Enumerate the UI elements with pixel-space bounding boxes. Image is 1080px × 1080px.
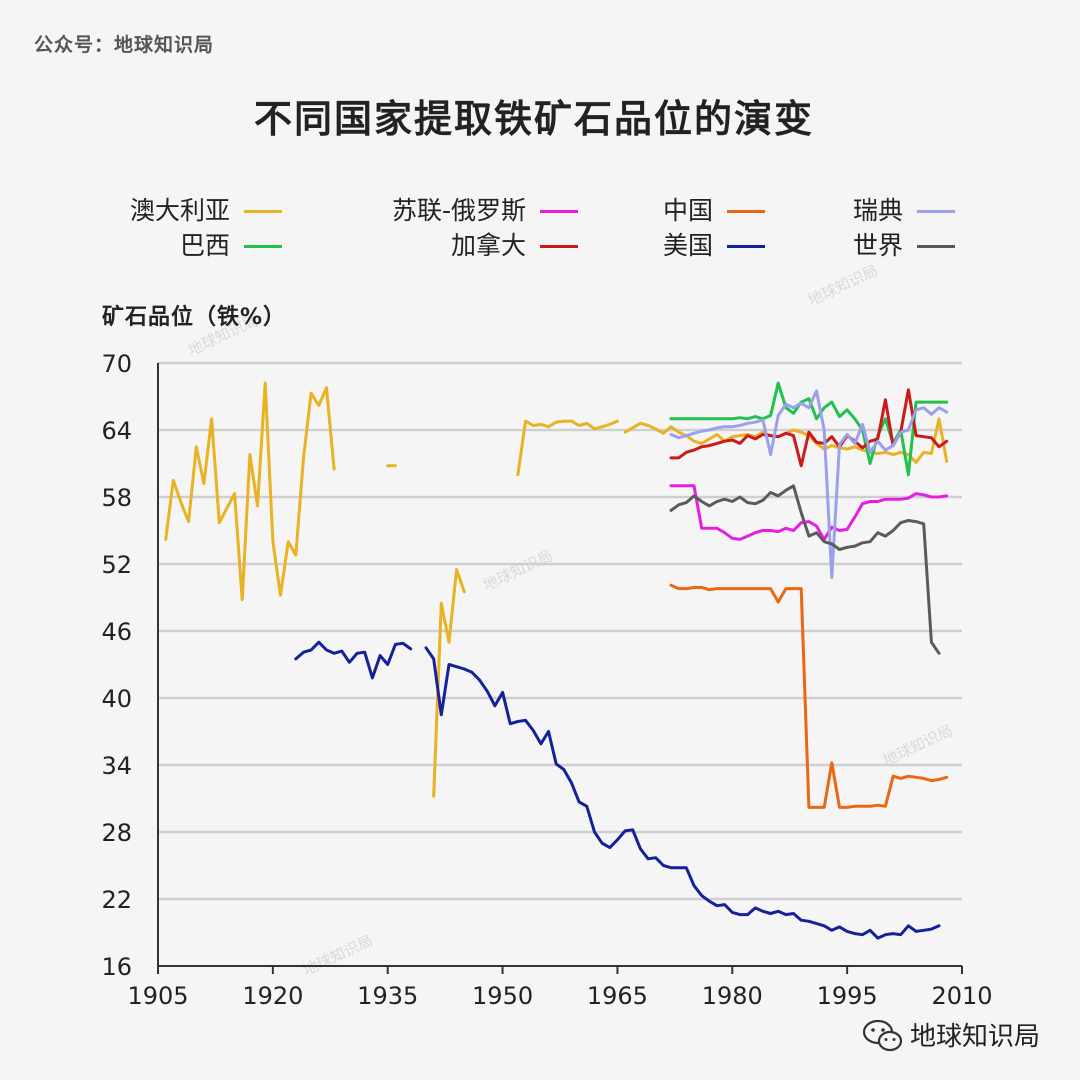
x-tick-label: 1980 xyxy=(702,982,763,1010)
source-label: 公众号：地球知识局 xyxy=(34,34,215,56)
legend-item-ussr-russia: 苏联-俄罗斯 xyxy=(330,196,578,226)
legend-label: 苏联-俄罗斯 xyxy=(391,196,526,225)
legend-swatch xyxy=(244,245,282,248)
legend-item-china: 中国 xyxy=(620,196,765,226)
x-tick-label: 1920 xyxy=(242,982,303,1010)
series-line xyxy=(623,417,949,464)
legend-label: 中国 xyxy=(662,196,713,225)
legend-item-australia: 澳大利亚 xyxy=(110,196,282,226)
legend-label: 巴西 xyxy=(179,231,230,260)
series-line xyxy=(164,381,336,602)
legend-item-sweden: 瑞典 xyxy=(810,196,955,226)
legend-label: 美国 xyxy=(662,231,713,260)
chart-title: 不同国家提取铁矿石品位的演变 xyxy=(253,97,814,141)
watermark-text: 地球知识局 xyxy=(805,261,881,309)
series-line xyxy=(432,568,466,798)
legend-swatch xyxy=(244,210,282,213)
y-axis-label: 矿石品位（铁%） xyxy=(102,304,286,330)
x-tick-label: 1905 xyxy=(127,982,188,1010)
series-2 xyxy=(669,484,949,541)
x-tick-label: 2010 xyxy=(931,982,992,1010)
y-tick-label: 34 xyxy=(101,752,132,780)
series-5 xyxy=(294,640,941,940)
y-tick-label: 52 xyxy=(101,551,132,579)
series-line xyxy=(669,389,949,579)
watermark-text: 地球知识局 xyxy=(880,721,956,769)
x-tick-label: 1950 xyxy=(472,982,533,1010)
legend-item-brazil: 巴西 xyxy=(110,231,282,261)
legend-swatch xyxy=(917,210,955,213)
series-line xyxy=(669,484,949,541)
legend-item-world: 世界 xyxy=(810,231,955,261)
legend-swatch xyxy=(540,245,578,248)
y-tick-label: 70 xyxy=(101,350,132,378)
footer-text: 地球知识局 xyxy=(910,1022,1041,1052)
legend-item-canada: 加拿大 xyxy=(330,231,578,261)
legend-swatch xyxy=(727,210,765,213)
watermark-text: 地球知识局 xyxy=(300,931,376,979)
legend-swatch xyxy=(540,210,578,213)
y-tick-label: 28 xyxy=(101,819,132,847)
x-tick-label: 1965 xyxy=(587,982,648,1010)
series-line xyxy=(669,484,941,655)
wechat-logo-icon xyxy=(862,1019,903,1052)
y-tick-label: 46 xyxy=(101,618,132,646)
series-line xyxy=(669,583,949,809)
legend-label: 加拿大 xyxy=(450,231,526,260)
y-tick-label: 58 xyxy=(101,484,132,512)
legend-label: 澳大利亚 xyxy=(129,196,230,225)
x-tick-label: 1935 xyxy=(357,982,418,1010)
series-7 xyxy=(669,484,941,655)
watermark-text: 地球知识局 xyxy=(480,546,556,594)
y-tick-label: 22 xyxy=(101,886,132,914)
series-lines xyxy=(164,381,949,940)
x-tick-label: 1995 xyxy=(817,982,878,1010)
legend-swatch xyxy=(727,245,765,248)
legend-item-usa: 美国 xyxy=(620,231,765,261)
legend-label: 世界 xyxy=(852,231,903,260)
series-4 xyxy=(669,583,949,809)
series-6 xyxy=(669,389,949,579)
legend-swatch xyxy=(917,245,955,248)
series-line xyxy=(294,640,413,680)
series-line xyxy=(516,419,619,477)
y-tick-label: 40 xyxy=(101,685,132,713)
y-tick-label: 16 xyxy=(101,953,132,981)
y-tick-label: 64 xyxy=(101,417,132,445)
series-line xyxy=(424,646,941,940)
legend-label: 瑞典 xyxy=(852,196,903,225)
series-0 xyxy=(164,381,949,798)
